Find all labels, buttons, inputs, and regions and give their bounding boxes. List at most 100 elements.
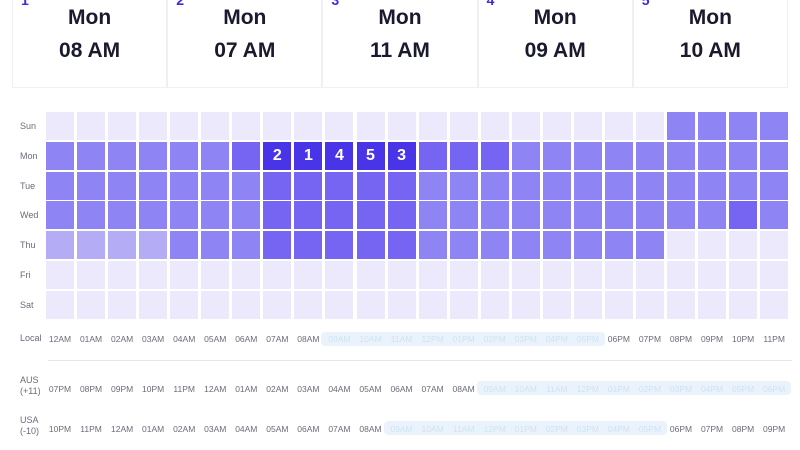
heatmap-cell[interactable] (698, 112, 727, 140)
heatmap-cell[interactable] (294, 261, 323, 289)
heatmap-cell[interactable] (418, 201, 447, 230)
heatmap-cell[interactable] (418, 231, 447, 260)
heatmap-cell[interactable] (232, 261, 261, 289)
heatmap-cell[interactable] (139, 290, 168, 319)
heatmap-cell[interactable] (480, 141, 509, 170)
heatmap-cell[interactable] (698, 201, 727, 230)
heatmap-cell[interactable] (698, 290, 727, 319)
heatmap-cell[interactable] (294, 201, 323, 230)
heatmap-cell[interactable] (263, 290, 292, 319)
heatmap-cell[interactable] (325, 112, 354, 140)
heatmap-cell[interactable]: 4 (325, 141, 354, 170)
heatmap-cell[interactable] (46, 171, 74, 200)
heatmap-cell[interactable] (729, 171, 758, 200)
heatmap-cell[interactable] (418, 290, 447, 319)
heatmap-cell[interactable] (573, 231, 602, 260)
heatmap-cell[interactable] (573, 171, 602, 200)
heatmap-cell[interactable] (760, 201, 789, 230)
heatmap-cell[interactable]: 5 (356, 141, 385, 170)
heatmap-cell[interactable] (542, 141, 571, 170)
heatmap-cell[interactable] (729, 290, 758, 319)
heatmap-cell[interactable] (232, 201, 261, 230)
heatmap-cell[interactable] (294, 171, 323, 200)
heatmap-cell[interactable] (604, 112, 633, 140)
heatmap-cell[interactable] (356, 201, 385, 230)
heatmap-cell[interactable] (201, 290, 230, 319)
heatmap-cell[interactable] (170, 171, 199, 200)
heatmap-cell[interactable] (108, 201, 137, 230)
heatmap-cell[interactable] (356, 231, 385, 260)
heatmap-cell[interactable] (418, 171, 447, 200)
heatmap-cell[interactable] (667, 171, 695, 200)
heatmap-cell[interactable] (604, 171, 633, 200)
heatmap-cell[interactable] (201, 112, 230, 140)
heatmap-cell[interactable] (480, 112, 509, 140)
heatmap-cell[interactable] (573, 201, 602, 230)
heatmap-cell[interactable] (511, 201, 540, 230)
heatmap-cell[interactable] (232, 141, 261, 170)
heatmap-cell[interactable] (108, 112, 137, 140)
heatmap-cell[interactable] (760, 112, 789, 140)
heatmap-cell[interactable] (604, 261, 633, 289)
heatmap-cell[interactable]: 3 (387, 141, 416, 170)
heatmap-cell[interactable] (46, 201, 74, 230)
heatmap-cell[interactable] (46, 261, 74, 289)
heatmap-cell[interactable] (170, 112, 199, 140)
heatmap-cell[interactable] (201, 171, 230, 200)
heatmap-cell[interactable] (635, 171, 664, 200)
heatmap-cell[interactable] (294, 290, 323, 319)
heatmap-cell[interactable] (418, 141, 447, 170)
heatmap-cell[interactable] (77, 290, 106, 319)
heatmap-cell[interactable] (635, 231, 664, 260)
heatmap-cell[interactable] (201, 261, 230, 289)
heatmap-cell[interactable] (635, 112, 664, 140)
heatmap-cell[interactable] (480, 201, 509, 230)
heatmap-cell[interactable] (667, 141, 695, 170)
heatmap-cell[interactable] (449, 231, 478, 260)
heatmap-cell[interactable] (604, 201, 633, 230)
heatmap-cell[interactable] (667, 290, 695, 319)
heatmap-cell[interactable] (480, 171, 509, 200)
heatmap-cell[interactable] (729, 141, 758, 170)
heatmap-cell[interactable] (511, 290, 540, 319)
heatmap-cell[interactable] (46, 290, 74, 319)
heatmap-cell[interactable] (263, 171, 292, 200)
heatmap-cell[interactable] (77, 171, 106, 200)
heatmap-cell[interactable] (170, 141, 199, 170)
heatmap-cell[interactable] (108, 141, 137, 170)
heatmap-cell[interactable] (108, 290, 137, 319)
heatmap-cell[interactable] (46, 141, 74, 170)
heatmap-cell[interactable] (698, 261, 727, 289)
heatmap-cell[interactable] (387, 171, 416, 200)
heatmap-cell[interactable] (698, 141, 727, 170)
heatmap-cell[interactable] (573, 261, 602, 289)
heatmap-cell[interactable] (760, 141, 789, 170)
heatmap-cell[interactable] (511, 261, 540, 289)
heatmap-cell[interactable] (387, 201, 416, 230)
heatmap-cell[interactable] (325, 171, 354, 200)
heatmap-cell[interactable] (77, 201, 106, 230)
heatmap-cell[interactable] (201, 201, 230, 230)
heatmap-cell[interactable] (170, 261, 199, 289)
heatmap-cell[interactable] (139, 112, 168, 140)
heatmap-cell[interactable] (511, 231, 540, 260)
heatmap-cell[interactable] (139, 261, 168, 289)
heatmap-cell[interactable] (387, 231, 416, 260)
heatmap-cell[interactable] (387, 261, 416, 289)
heatmap-cell[interactable] (325, 261, 354, 289)
heatmap-cell[interactable] (449, 261, 478, 289)
heatmap-cell[interactable] (294, 231, 323, 260)
heatmap-cell[interactable] (263, 261, 292, 289)
heatmap-cell[interactable] (511, 112, 540, 140)
heatmap-cell[interactable] (139, 231, 168, 260)
heatmap-cell[interactable] (201, 231, 230, 260)
heatmap-cell[interactable] (542, 231, 571, 260)
heatmap-cell[interactable] (356, 112, 385, 140)
heatmap-cell[interactable] (449, 141, 478, 170)
heatmap-cell[interactable] (542, 112, 571, 140)
heatmap-cell[interactable] (604, 141, 633, 170)
heatmap-cell[interactable] (729, 201, 758, 230)
heatmap-cell[interactable] (232, 171, 261, 200)
heatmap-cell[interactable] (77, 141, 106, 170)
heatmap-cell[interactable] (263, 201, 292, 230)
